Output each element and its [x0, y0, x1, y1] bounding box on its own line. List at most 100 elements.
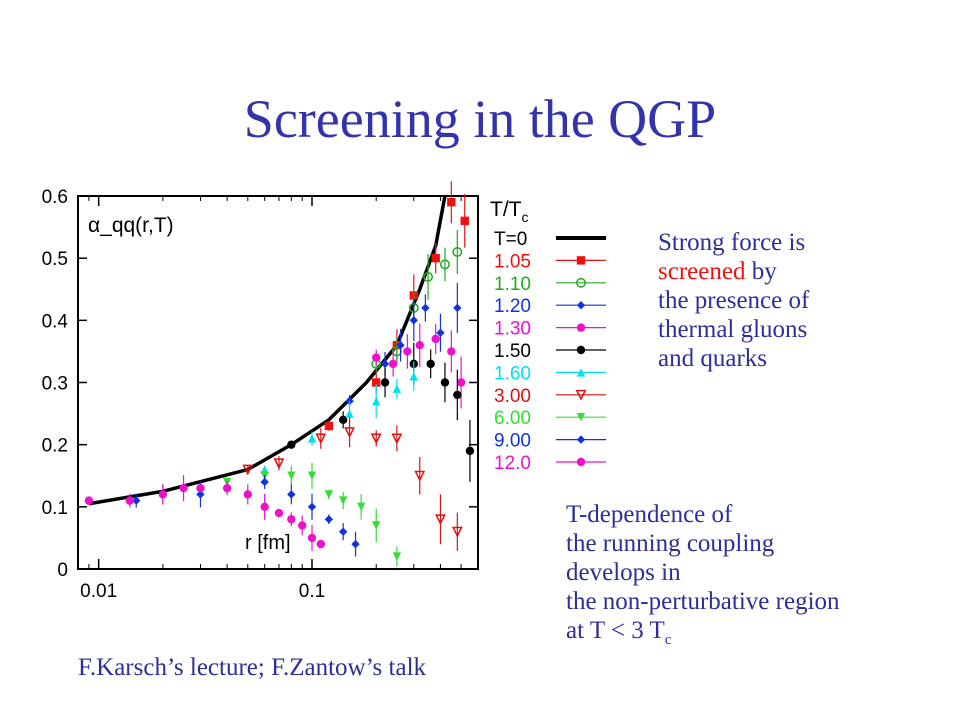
legend-marker-8 — [576, 413, 586, 422]
series-6 — [260, 361, 418, 474]
series-4-point-2 — [403, 347, 412, 356]
series-10-point-1 — [125, 496, 135, 505]
legend-marker-3 — [576, 301, 586, 310]
legend-label-8: 6.00 — [494, 408, 531, 429]
series-9-point-10 — [351, 539, 360, 549]
series-10-point-10 — [298, 521, 307, 530]
series-10-point-8 — [274, 508, 284, 518]
series-10-point-12 — [316, 539, 326, 549]
note-t-dependence-line-5: at T < 3 Tc — [566, 616, 840, 655]
note-screening-line-2: screened by — [658, 257, 809, 286]
note-t-dependence-line-4: the non-perturbative region — [566, 588, 840, 615]
note-screening-line-1: Strong force is — [658, 229, 806, 256]
series-3 — [345, 282, 462, 408]
series-3-point-2 — [396, 341, 405, 350]
series-1-point-0 — [324, 421, 334, 431]
note-t-dependence-line-5-sub: c — [664, 632, 672, 648]
series-5-point-2 — [380, 378, 390, 387]
series-7-point-0 — [242, 464, 254, 476]
series-0 — [88, 195, 447, 506]
series-8-point-6 — [356, 502, 366, 512]
series-1-point-1 — [372, 378, 381, 387]
series-1-point-6 — [460, 216, 469, 226]
note-screening-line-4: thermal gluons — [658, 316, 808, 343]
series-8-point-8 — [392, 552, 402, 561]
legend-marker-9 — [576, 435, 586, 444]
series-10-point-0 — [84, 496, 94, 505]
y-tick-label-4: 0.4 — [42, 311, 69, 332]
y-tick-label-0: 0 — [57, 560, 68, 581]
series-10-point-6 — [243, 490, 252, 499]
series-9-point-1 — [132, 496, 141, 505]
legend-label-3: 1.20 — [494, 296, 531, 317]
series-10-point-5 — [222, 483, 232, 493]
legend-label-0: T=0 — [494, 229, 527, 250]
series-7-point-2 — [315, 433, 327, 445]
series-7-point-1 — [273, 458, 285, 470]
y-tick-label-5: 0.5 — [42, 249, 68, 270]
note-t-dependence-line-3: develops in — [566, 559, 681, 586]
note-screening-line-2-rest: by — [745, 258, 777, 285]
legend-marker-6 — [576, 368, 586, 377]
note-screening: Strong force is screened by the presence… — [658, 228, 809, 373]
series-9-point-5 — [260, 477, 269, 487]
series-6-point-3 — [372, 396, 381, 406]
series-5 — [287, 342, 475, 482]
series-10-point-2 — [158, 490, 168, 499]
x-axis-ticks: 0.01 0.1 — [80, 196, 462, 602]
series-7-point-7 — [435, 514, 446, 526]
note-t-dependence-line-5-prefix: at T < 3 T — [566, 617, 665, 644]
y-axis-ticks: 0 0.1 0.2 0.3 0.4 0.5 0.6 — [42, 187, 478, 581]
series-5-point-5 — [440, 378, 450, 387]
y-axis-label: α_qq(r,T) — [88, 214, 174, 237]
series-6-point-5 — [409, 372, 418, 381]
legend-label-10: 12.0 — [494, 453, 531, 474]
series-9-point-8 — [324, 515, 334, 524]
y-tick-label-6: 0.6 — [42, 187, 68, 208]
note-t-dependence-line-1: T-dependence of — [566, 501, 733, 528]
series-0-line — [88, 195, 447, 506]
series-8-point-7 — [372, 521, 381, 530]
series-8 — [222, 462, 402, 567]
series-9-point-9 — [338, 527, 348, 536]
x-tick-label-1: 0.1 — [299, 581, 325, 602]
series-3-point-0 — [345, 396, 354, 406]
series-3-point-6 — [453, 303, 462, 313]
legend-marker-1 — [576, 256, 586, 265]
legend-marker-5 — [576, 345, 586, 355]
series-5-point-7 — [465, 446, 475, 456]
legend-marker-4 — [576, 323, 586, 332]
series-5-point-0 — [287, 440, 296, 449]
note-screening-line-5: and quarks — [658, 345, 767, 372]
series-8-point-2 — [287, 471, 296, 480]
series-3-point-5 — [436, 328, 445, 337]
credit-line: F.Karsch’s lecture; F.Zantow’s talk — [78, 654, 427, 681]
series-8-point-4 — [324, 490, 334, 499]
series-10-point-4 — [196, 483, 205, 493]
series-6-point-4 — [392, 384, 402, 393]
series-7-point-4 — [370, 433, 382, 445]
legend-label-6: 1.60 — [494, 363, 531, 384]
series-9-point-6 — [287, 490, 296, 499]
y-tick-label-3: 0.3 — [42, 374, 68, 395]
series-3-point-3 — [409, 316, 418, 325]
series-4-point-4 — [431, 334, 440, 344]
series-2-point-4 — [440, 259, 450, 270]
note-t-dependence-line-2: the running coupling — [566, 530, 775, 557]
series-10-point-9 — [287, 515, 296, 524]
running-coupling-chart: 0 0.1 0.2 0.3 0.4 0.5 0.6 0.01 0.1 α_qq(r,T) r … — [42, 181, 606, 602]
series-3-point-1 — [380, 359, 390, 369]
series-8-point-5 — [338, 496, 348, 505]
series-4-point-0 — [372, 353, 381, 362]
note-screening-line-3: the presence of — [658, 287, 810, 314]
series-2-point-5 — [452, 247, 463, 257]
series-5-point-6 — [453, 390, 462, 400]
series-7-point-6 — [414, 470, 426, 482]
legend-label-5: 1.50 — [494, 341, 531, 362]
series-9-point-3 — [196, 490, 205, 499]
series-10-point-3 — [179, 483, 188, 493]
series-1-point-5 — [447, 198, 456, 207]
series-layer — [84, 181, 475, 567]
series-6-point-2 — [345, 409, 354, 418]
slide-title: Screening in the QGP — [243, 89, 717, 149]
